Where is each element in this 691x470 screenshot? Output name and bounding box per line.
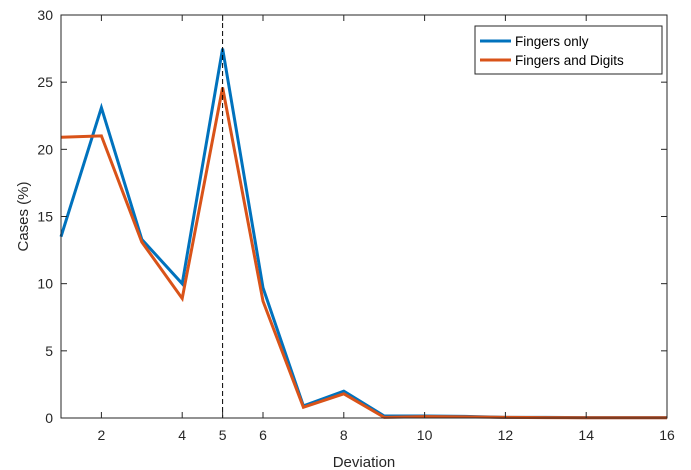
plot-area (61, 15, 667, 418)
x-tick-label: 5 (219, 427, 227, 443)
axes: 2 4 5 6 8 10 12 14 16 0 5 10 15 20 25 30 (37, 7, 675, 443)
y-tick-label: 15 (37, 209, 53, 225)
x-tick-label: 4 (178, 427, 186, 443)
y-tick-label: 0 (45, 410, 53, 426)
legend: Fingers only Fingers and Digits (474, 25, 663, 75)
x-tick-label: 2 (98, 427, 106, 443)
x-tick-label: 6 (259, 427, 267, 443)
x-tick-label: 10 (417, 427, 433, 443)
y-tick-label: 5 (45, 343, 53, 359)
y-tick-label: 30 (37, 7, 53, 23)
x-axis-label: Deviation (333, 454, 396, 470)
legend-entry-2: Fingers and Digits (515, 53, 624, 68)
y-axis-label: Cases (%) (15, 181, 32, 251)
legend-box (474, 25, 663, 75)
x-tick-label: 16 (659, 427, 675, 443)
x-tick-label: 14 (578, 427, 594, 443)
y-tick-label: 25 (37, 74, 53, 90)
x-tick-label: 12 (498, 427, 514, 443)
plot-background (61, 15, 667, 418)
x-tick-label: 8 (340, 427, 348, 443)
legend-entry-1: Fingers only (515, 34, 589, 49)
y-tick-label: 20 (37, 141, 53, 157)
y-tick-label: 10 (37, 276, 53, 292)
